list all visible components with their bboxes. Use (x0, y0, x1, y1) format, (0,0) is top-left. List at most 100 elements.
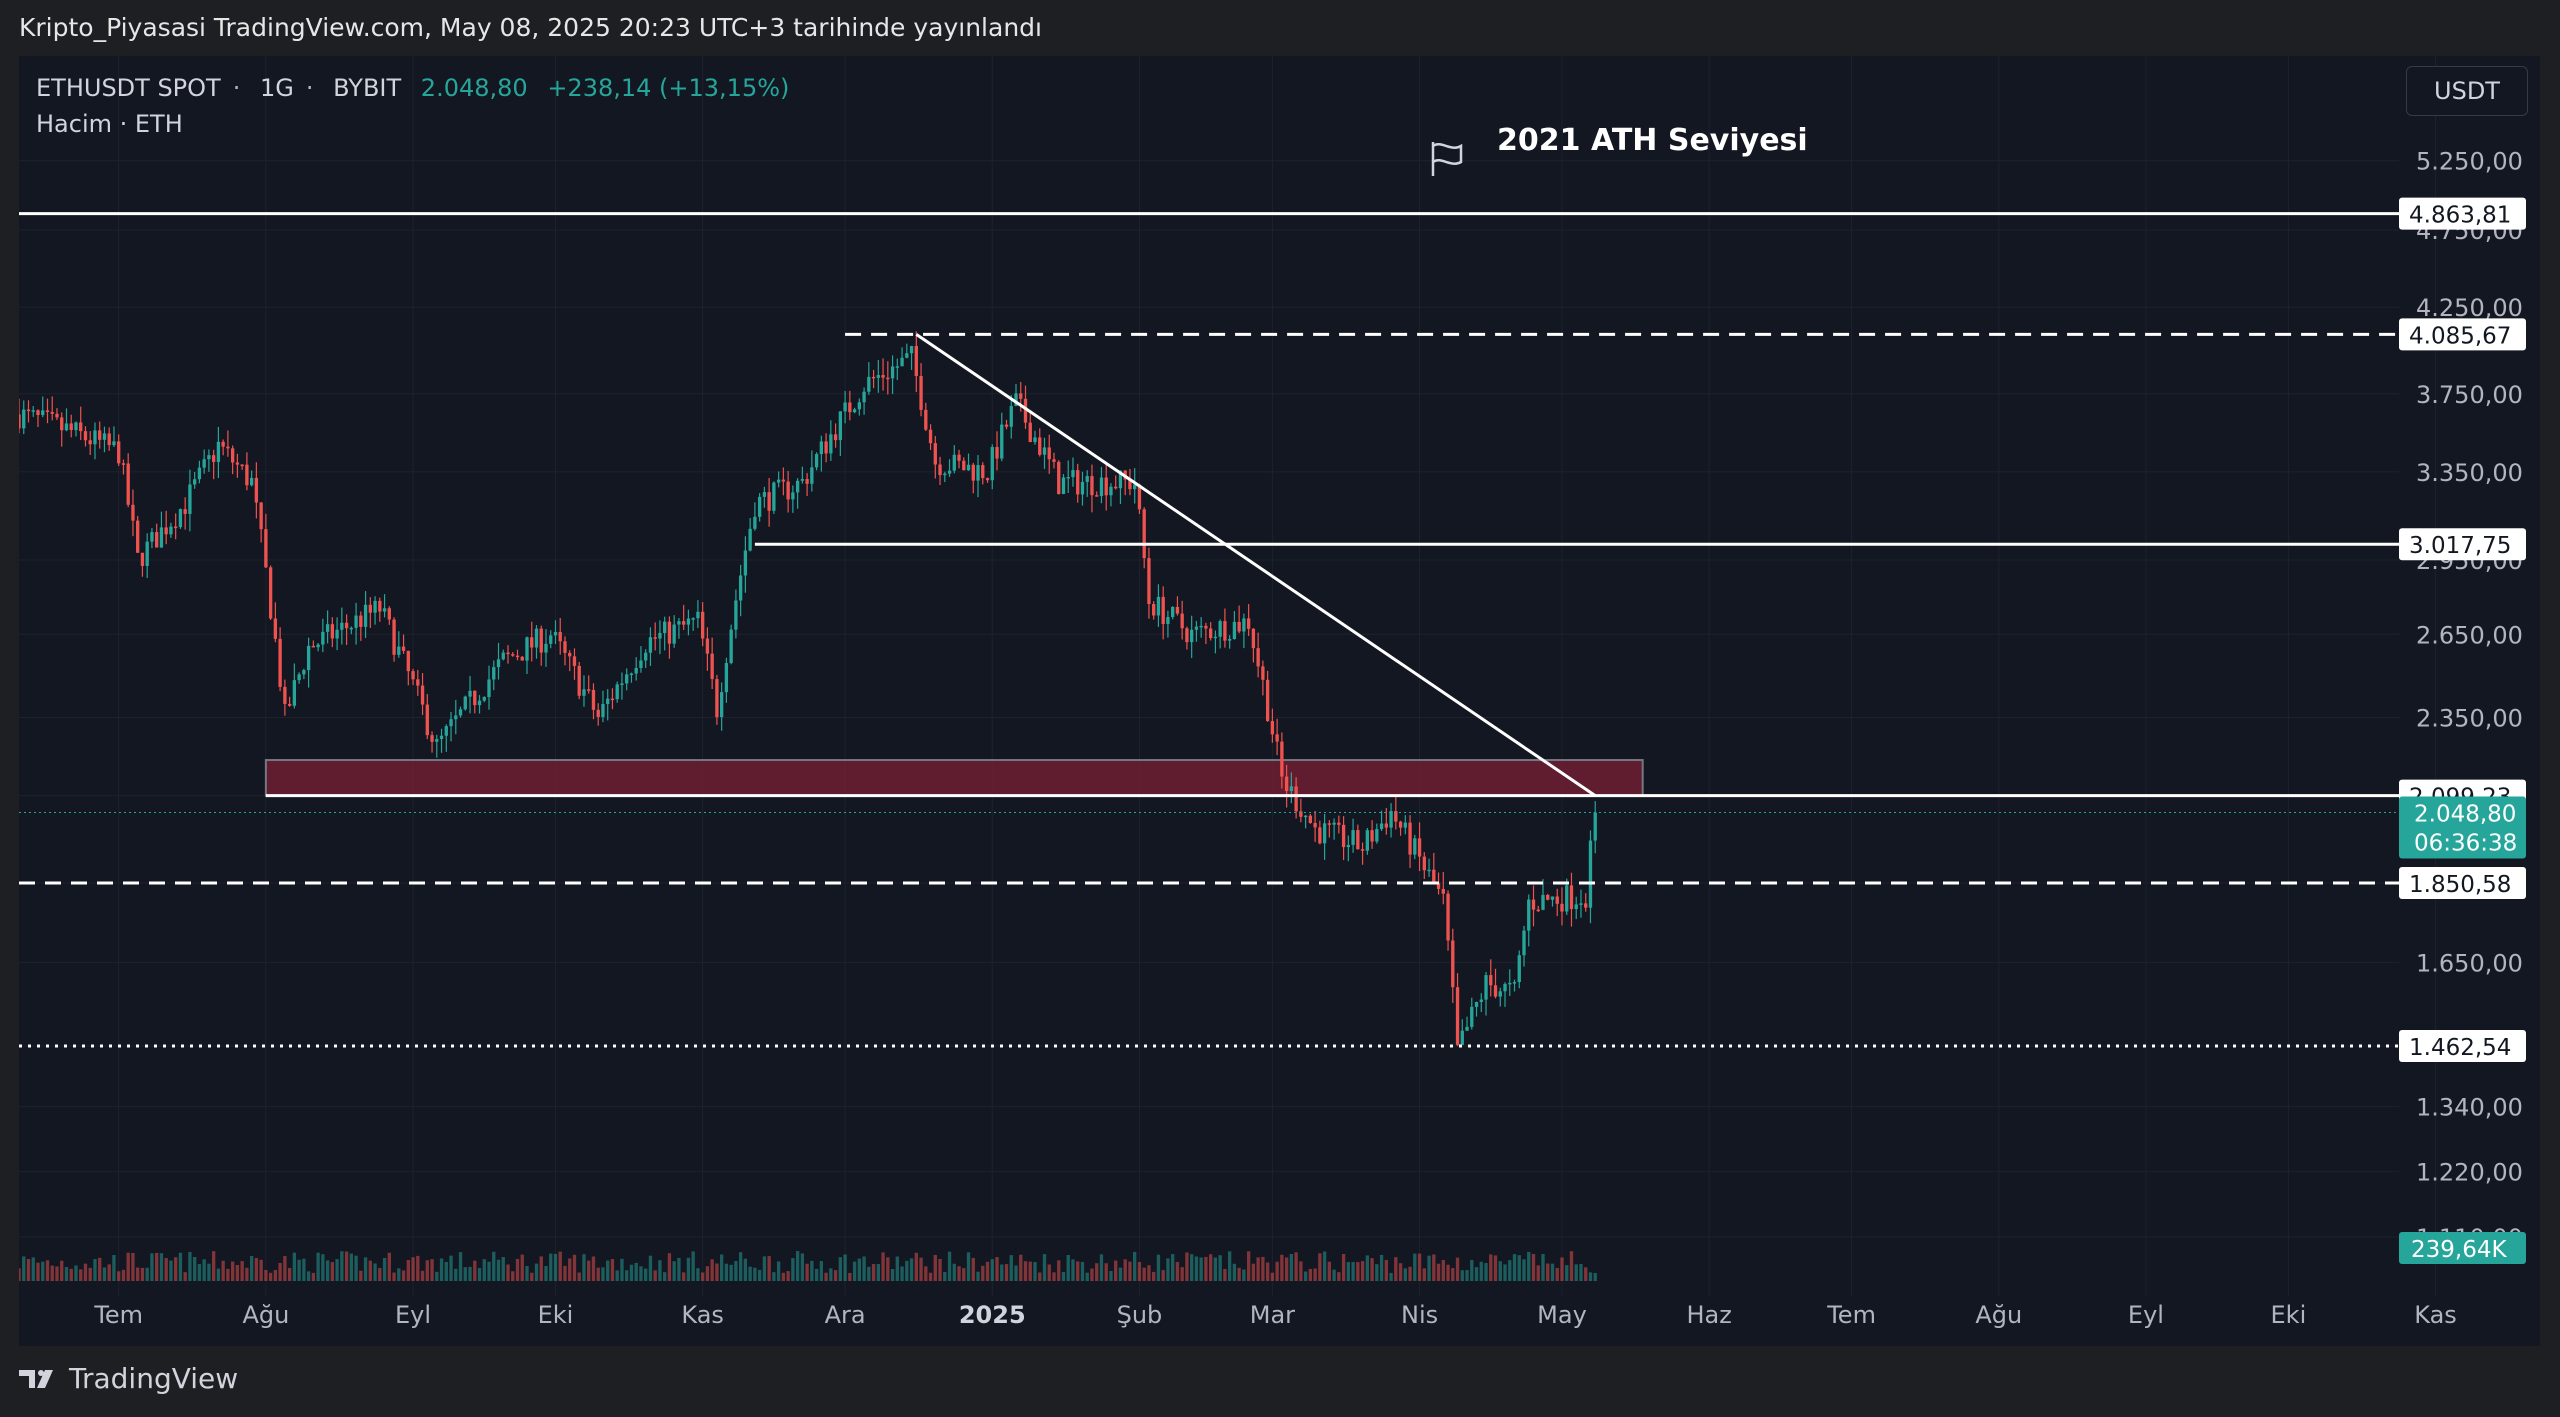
volume-bar (1341, 1253, 1346, 1281)
candle-body (1208, 628, 1213, 639)
candle-body (1332, 822, 1336, 825)
candle-body (648, 637, 653, 653)
candle-body (439, 735, 444, 739)
volume-bar (1071, 1259, 1075, 1281)
candle-body (1451, 940, 1455, 988)
volume-bar (729, 1264, 733, 1281)
volume-bar (1522, 1259, 1526, 1281)
volume-bar (31, 1257, 35, 1281)
volume-bar (563, 1265, 567, 1281)
candle-body (1579, 903, 1583, 905)
candle-body (249, 477, 254, 486)
level-price-tag (2399, 318, 2526, 351)
candle-body (306, 645, 311, 671)
volume-bar (1118, 1267, 1123, 1281)
volume-bar (1004, 1264, 1009, 1281)
candle-body (136, 520, 140, 553)
volume-bar (150, 1253, 154, 1281)
volume-bar (1479, 1261, 1483, 1281)
volume-bar (933, 1254, 937, 1281)
candle-body (957, 454, 961, 461)
candle-body (848, 402, 852, 413)
candle-body (653, 637, 657, 639)
candle-body (302, 670, 306, 675)
volume-bar (411, 1257, 415, 1281)
candle-body (876, 375, 880, 378)
candle-body (1071, 470, 1075, 478)
candle-body (525, 637, 529, 661)
volume-bar (1517, 1255, 1521, 1281)
volume-bar (131, 1253, 135, 1281)
candle-body (748, 528, 752, 551)
candle-body (1593, 812, 1597, 841)
volume-bar (93, 1259, 97, 1281)
volume-bar (667, 1253, 672, 1281)
candle-body (354, 615, 358, 628)
candle-body (857, 402, 861, 410)
candle-body (1261, 666, 1265, 680)
volume-bar (287, 1267, 292, 1281)
candle-body (1493, 985, 1498, 997)
volume-bar (976, 1271, 980, 1281)
price-chart[interactable]: 2021 ATH Seviyesi 5.250,004.750,004.250,… (19, 56, 2540, 1346)
volume-bar (1408, 1266, 1412, 1281)
volume-bar (1194, 1256, 1199, 1281)
volume-bar (1417, 1253, 1422, 1281)
volume-bar (644, 1268, 648, 1281)
chart-panel[interactable]: 2021 ATH Seviyesi 5.250,00 4.750,00 4.250,… (19, 56, 2540, 1346)
candle-body (1560, 903, 1564, 912)
candle-body (79, 422, 83, 432)
volume-bar (283, 1255, 287, 1281)
candle-body (639, 660, 643, 668)
candle-body (121, 463, 126, 465)
volume-bar (435, 1271, 439, 1281)
volume-bar (1066, 1254, 1070, 1281)
candle-body (715, 679, 719, 718)
volume-bar (1470, 1259, 1474, 1281)
volume-bar (1541, 1254, 1545, 1281)
volume-bar (1137, 1261, 1142, 1281)
candle-body (83, 431, 88, 441)
volume-bar (1303, 1271, 1308, 1281)
volume-bar (634, 1262, 638, 1281)
volume-bar (197, 1264, 202, 1281)
volume-bar (1389, 1272, 1393, 1281)
volume-bar (596, 1267, 600, 1281)
candle-body (644, 652, 648, 661)
interval[interactable]: 1G (259, 74, 294, 102)
volume-bar (610, 1259, 615, 1281)
volume-bar (1042, 1254, 1047, 1281)
candle-body (610, 698, 615, 701)
volume-bar (1152, 1271, 1156, 1281)
symbol-name[interactable]: ETHUSDT SPOT (36, 74, 221, 102)
candle-body (1014, 393, 1018, 407)
candle-body (1337, 822, 1341, 825)
volume-bar (1171, 1254, 1175, 1281)
y-tick-label: 3.350,00 (2416, 459, 2523, 487)
candle-body (1527, 899, 1531, 931)
candle-body (1009, 406, 1013, 427)
volume-bar (1555, 1267, 1559, 1281)
candle-body (378, 600, 382, 612)
volume-bar (354, 1255, 358, 1281)
candle-body (1479, 999, 1483, 1002)
candle-body (1166, 617, 1170, 625)
candle-body (1522, 930, 1526, 956)
volume-bar (900, 1266, 904, 1281)
volume-bar (1346, 1262, 1351, 1281)
candle-body (506, 652, 510, 655)
candle-body (1033, 437, 1037, 443)
candle-body (905, 353, 909, 358)
candle-body (259, 502, 263, 530)
volume-bar (962, 1268, 966, 1281)
volume-bar (492, 1251, 496, 1281)
volume-bar (577, 1272, 581, 1281)
candle-body (1109, 486, 1113, 496)
volume-bar (1123, 1259, 1127, 1281)
volume-bar (240, 1261, 244, 1281)
currency-button[interactable]: USDT (2406, 66, 2528, 116)
candle-body (1128, 479, 1132, 490)
candle-body (221, 441, 225, 447)
candle-body (1019, 393, 1023, 399)
candle-body (629, 673, 634, 676)
